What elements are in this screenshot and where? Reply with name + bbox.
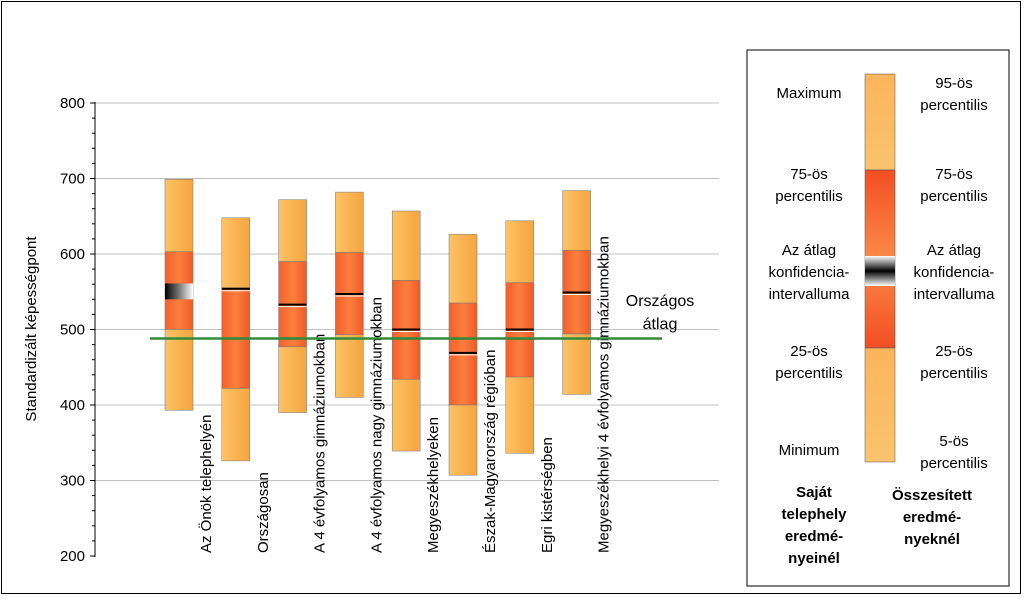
box-lower-whisker — [391, 379, 421, 452]
legend-right-label: Az átlag — [927, 242, 981, 259]
box-confidence-interval — [165, 283, 193, 300]
legend-right-label: percentilis — [920, 455, 988, 472]
y-tick-label: 400 — [60, 397, 85, 414]
legend-outer-bottom — [864, 347, 896, 463]
legend-right-label: 75-ös — [935, 166, 973, 183]
legend-left-label: percentilis — [775, 188, 843, 205]
legend-right-labels: 95-ös percentilis 75-ös percentilis Az átlag… — [914, 75, 996, 472]
legend-left-title-line: Saját — [796, 484, 832, 501]
legend-left-label: Minimum — [779, 442, 840, 459]
box-upper-whisker — [505, 220, 535, 283]
category-label: Észak-Magyarország régióban — [482, 350, 499, 553]
box-upper-whisker — [335, 191, 364, 253]
legend-right-label: percentilis — [920, 97, 988, 114]
legend-right-label: konfidencia- — [914, 264, 995, 281]
y-tick-label: 800 — [60, 95, 85, 112]
y-tick-labels: 200 300 400 500 600 700 800 — [60, 95, 85, 565]
legend-right-label: 25-ös — [935, 343, 973, 360]
legend-left-title-line: telephely — [781, 506, 847, 523]
box-6 — [448, 234, 478, 476]
legend-left-title-line: nyeinél — [788, 550, 840, 567]
legend-left-label: percentilis — [775, 365, 843, 382]
box-7 — [505, 220, 535, 454]
box-upper-whisker — [221, 217, 251, 289]
y-tick-label: 300 — [60, 473, 85, 490]
legend: Maximum 75-ös percentilis Az átlag konfidenc… — [746, 49, 1010, 587]
legend-right-label: intervalluma — [914, 286, 996, 303]
legend-left-title: Saját telephely eredmé-nyeinél — [781, 484, 847, 567]
legend-outer-top — [864, 73, 896, 171]
legend-right-title-line: Összesített — [892, 487, 972, 504]
box-5 — [391, 210, 421, 452]
legend-left-label: intervalluma — [769, 286, 851, 303]
legend-right-title-line: eredmé- — [903, 509, 961, 526]
box-lower-whisker — [448, 404, 478, 476]
legend-left-label: Maximum — [776, 85, 841, 102]
category-label: A 4 évfolyamos gimnáziumokban — [312, 334, 329, 553]
category-label: Egri kistérségben — [539, 437, 556, 553]
legend-left-label: 75-ös — [790, 166, 828, 183]
legend-right-label: percentilis — [920, 188, 988, 205]
legend-right-title-line: nyeknél — [904, 531, 960, 548]
box-upper-whisker — [448, 234, 478, 304]
box-lower-whisker — [505, 376, 535, 454]
box-interquartile — [448, 302, 478, 406]
category-labels: Az Önök telephelyén Országosan A 4 évfolya… — [197, 236, 613, 553]
national-average-label-line1: Országos — [626, 293, 694, 310]
legend-right-label: 95-ös — [935, 75, 973, 92]
box-lower-whisker — [221, 388, 251, 462]
category-label: Megyeszékhelyi 4 évfolyamos gimnáziumokb… — [596, 236, 613, 553]
boxes — [164, 179, 591, 476]
box-lower-whisker — [164, 329, 194, 411]
y-tick-label: 600 — [60, 246, 85, 263]
box-3 — [278, 199, 307, 413]
legend-left-label: Az átlag — [782, 242, 836, 259]
legend-left-labels: Maximum 75-ös percentilis Az átlag konfidenc… — [769, 85, 851, 459]
category-label: Országosan — [255, 472, 272, 553]
y-tick-label: 700 — [60, 171, 85, 188]
box-upper-whisker — [562, 190, 591, 251]
box-lower-whisker — [562, 333, 591, 395]
box-upper-whisker — [164, 179, 194, 252]
category-label: Megyeszékhelyeken — [425, 417, 442, 553]
box-upper-whisker — [278, 199, 307, 262]
category-label: Az Önök telephelyén — [197, 415, 215, 553]
legend-confidence-interval — [865, 256, 895, 286]
box-8 — [562, 190, 591, 395]
box-1 — [164, 179, 194, 411]
y-tick-label: 200 — [60, 548, 85, 565]
y-axis-label: Standardizált képességpont — [23, 236, 40, 422]
box-lower-whisker — [335, 334, 364, 398]
box-4 — [335, 191, 364, 398]
legend-right-title: Összesített eredmé-nyeknél — [892, 487, 972, 548]
category-label: A 4 évfolyamos nagy gimnáziumokban — [368, 297, 385, 553]
legend-left-title-line: eredmé- — [785, 528, 843, 545]
box-upper-whisker — [391, 210, 421, 281]
y-tick-label: 500 — [60, 322, 85, 339]
legend-right-label: 5-ös — [939, 433, 968, 450]
box-lower-whisker — [278, 346, 307, 413]
legend-right-label: percentilis — [920, 365, 988, 382]
national-average-label-line2: átlag — [643, 316, 678, 333]
legend-left-label: 25-ös — [790, 343, 828, 360]
legend-left-label: konfidencia- — [769, 264, 850, 281]
